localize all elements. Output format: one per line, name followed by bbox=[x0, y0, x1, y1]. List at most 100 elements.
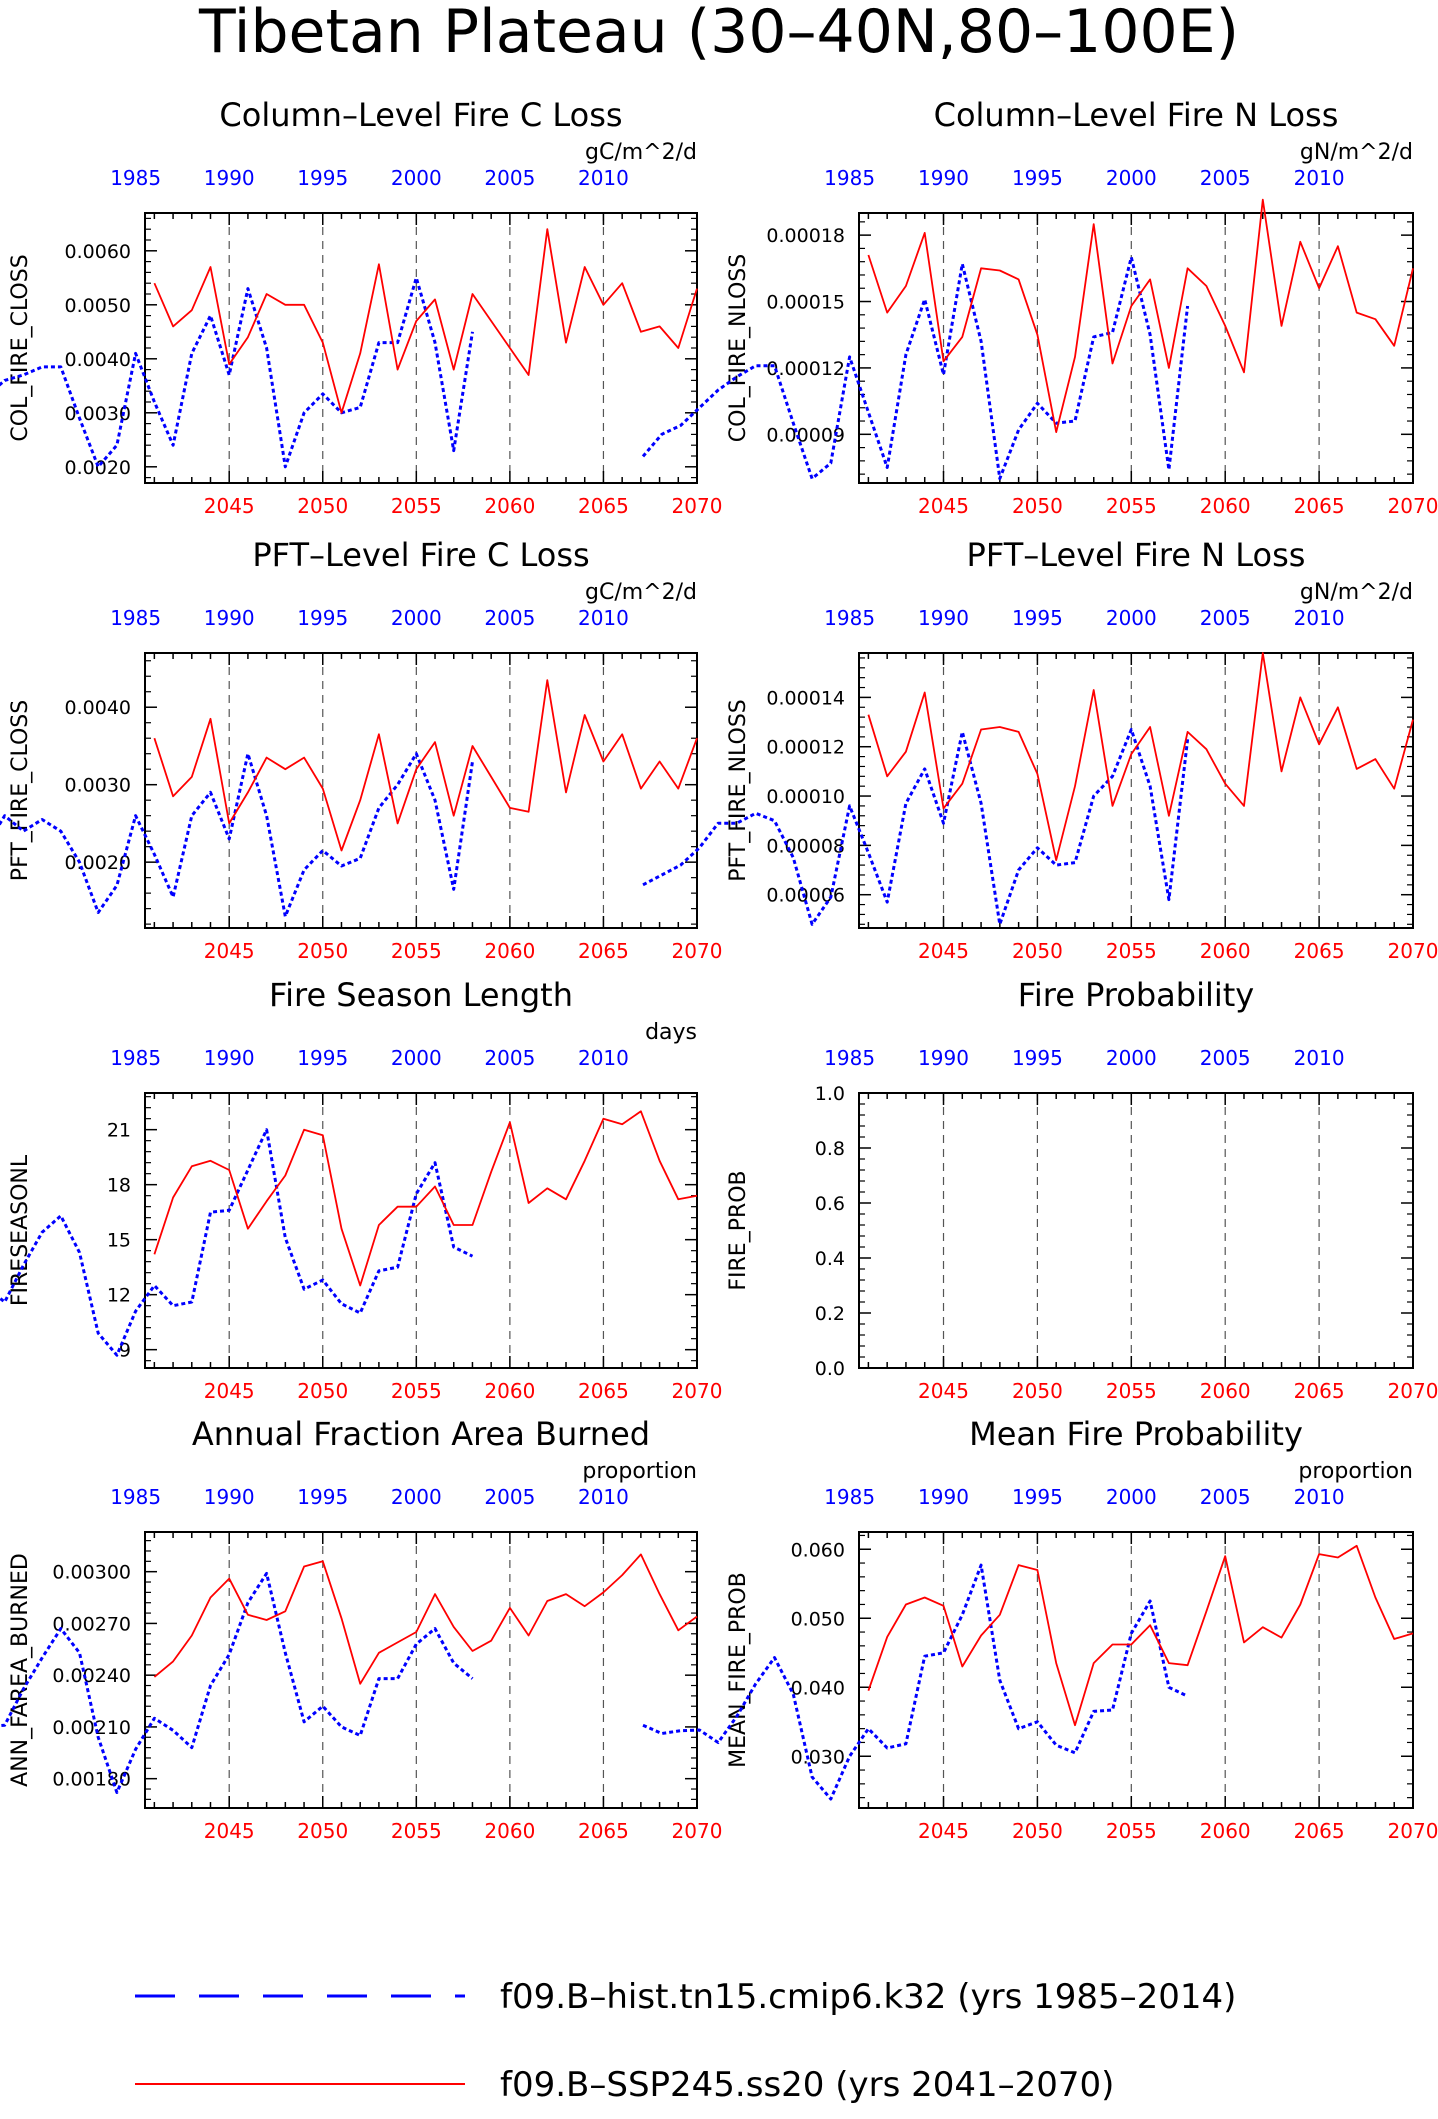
x-tick-label: 2055 bbox=[1106, 494, 1157, 518]
x-top-tick-label: 1990 bbox=[918, 1046, 969, 1070]
x-top-tick-label: 1995 bbox=[297, 1485, 348, 1509]
series-line-ssp bbox=[153, 1110, 698, 1287]
y-tick-label: 0.6 bbox=[815, 1193, 845, 1215]
chart-title: Mean Fire Probability bbox=[969, 1415, 1303, 1453]
y-tick-label: 0.0030 bbox=[65, 775, 131, 797]
x-top-tick-label: 1985 bbox=[110, 1485, 161, 1509]
series-line-hist bbox=[0, 752, 474, 918]
x-top-tick-label: 1990 bbox=[204, 1046, 255, 1070]
x-top-tick-label: 2010 bbox=[1294, 166, 1345, 190]
x-tick-label: 2065 bbox=[578, 939, 629, 963]
x-top-tick-label: 2000 bbox=[1106, 1046, 1157, 1070]
series-line-hist bbox=[641, 255, 1190, 481]
y-tick-label: 21 bbox=[107, 1120, 131, 1142]
y-tick-label: 0.0040 bbox=[65, 349, 131, 371]
x-top-tick-label: 1995 bbox=[1012, 1485, 1063, 1509]
y-tick-label: 15 bbox=[107, 1230, 131, 1252]
x-top-tick-label: 2005 bbox=[1200, 1485, 1251, 1509]
x-tick-label: 2050 bbox=[297, 494, 348, 518]
x-tick-label: 2070 bbox=[672, 1379, 723, 1403]
legend-label-hist: f09.B–hist.tn15.cmip6.k32 (yrs 1985–2014… bbox=[500, 1977, 1236, 2017]
x-top-tick-label: 1985 bbox=[824, 1046, 875, 1070]
x-top-tick-label: 2000 bbox=[391, 1046, 442, 1070]
x-tick-label: 2065 bbox=[1294, 494, 1345, 518]
y-tick-label: 0.00270 bbox=[52, 1613, 131, 1635]
plot-frame bbox=[144, 652, 698, 929]
chart-panel-5: 2045 2050 2055 2060 2065 2070 1985 1990 1995 2000… bbox=[0, 976, 722, 1403]
series-line-ssp bbox=[153, 1553, 698, 1685]
x-tick-label: 2060 bbox=[484, 1379, 535, 1403]
y-tick-label: 0.00300 bbox=[52, 1562, 131, 1584]
x-tick-label: 2065 bbox=[1294, 939, 1345, 963]
x-top-tick-label: 1990 bbox=[204, 606, 255, 630]
x-top-tick-label: 2010 bbox=[578, 606, 629, 630]
chart-panel-1: 2045 2050 2055 2060 2065 2070 1985 1990 1995 2000… bbox=[0, 96, 722, 518]
units-label: proportion bbox=[1298, 1459, 1413, 1484]
series-line-hist bbox=[0, 276, 474, 469]
x-top-tick-label: 1995 bbox=[297, 606, 348, 630]
x-tick-label: 2065 bbox=[578, 1379, 629, 1403]
x-top-tick-label: 2010 bbox=[1294, 606, 1345, 630]
x-tick-label: 2050 bbox=[297, 939, 348, 963]
chart-panel-6: 2045 2050 2055 2060 2065 2070 1985 1990 1995 2000… bbox=[726, 976, 1438, 1403]
x-tick-label: 2050 bbox=[1012, 1819, 1063, 1843]
y-tick-label: 0.00015 bbox=[766, 292, 845, 314]
y-tick-label: 1.0 bbox=[815, 1083, 845, 1105]
x-tick-label: 2050 bbox=[1012, 939, 1063, 963]
x-tick-label: 2045 bbox=[918, 494, 969, 518]
x-top-tick-label: 2005 bbox=[484, 606, 535, 630]
chart-title: Fire Probability bbox=[1018, 976, 1254, 1014]
plot-frame bbox=[858, 1092, 1414, 1369]
x-top-tick-label: 2005 bbox=[1200, 1046, 1251, 1070]
x-tick-label: 2050 bbox=[297, 1379, 348, 1403]
x-top-tick-label: 1990 bbox=[918, 166, 969, 190]
x-top-tick-label: 2005 bbox=[484, 166, 535, 190]
x-top-tick-label: 2005 bbox=[1200, 606, 1251, 630]
x-tick-label: 2070 bbox=[1388, 1379, 1438, 1403]
x-top-tick-label: 1995 bbox=[1012, 1046, 1063, 1070]
chart-title: Annual Fraction Area Burned bbox=[192, 1415, 650, 1453]
x-top-tick-label: 1985 bbox=[824, 1485, 875, 1509]
x-top-tick-label: 1985 bbox=[824, 166, 875, 190]
series-line-ssp bbox=[867, 1544, 1414, 1727]
x-tick-label: 2055 bbox=[391, 494, 442, 518]
x-top-tick-label: 1990 bbox=[204, 1485, 255, 1509]
x-tick-label: 2065 bbox=[578, 494, 629, 518]
y-axis-label: MEAN_FIRE_PROB bbox=[726, 1572, 751, 1768]
x-tick-label: 2055 bbox=[1106, 1819, 1157, 1843]
units-label: days bbox=[645, 1020, 697, 1045]
x-top-tick-label: 1990 bbox=[918, 1485, 969, 1509]
x-top-tick-label: 1995 bbox=[1012, 606, 1063, 630]
x-tick-label: 2060 bbox=[1200, 494, 1251, 518]
y-axis-label: COL_FIRE_NLOSS bbox=[726, 254, 751, 442]
x-top-tick-label: 2010 bbox=[1294, 1046, 1345, 1070]
x-tick-label: 2050 bbox=[1012, 1379, 1063, 1403]
chart-title: Column–Level Fire C Loss bbox=[219, 96, 622, 134]
x-tick-label: 2045 bbox=[918, 939, 969, 963]
x-tick-label: 2045 bbox=[204, 494, 255, 518]
units-label: gC/m^2/d bbox=[585, 580, 697, 605]
y-tick-label: 0.040 bbox=[791, 1677, 845, 1699]
x-tick-label: 2045 bbox=[918, 1819, 969, 1843]
x-tick-label: 2045 bbox=[918, 1379, 969, 1403]
y-tick-label: 0.060 bbox=[791, 1539, 845, 1561]
plot-frame bbox=[858, 212, 1414, 484]
x-tick-label: 2045 bbox=[204, 1819, 255, 1843]
x-tick-label: 2060 bbox=[1200, 1379, 1251, 1403]
y-tick-label: 0.0050 bbox=[65, 295, 131, 317]
legend: f09.B–hist.tn15.cmip6.k32 (yrs 1985–2014… bbox=[135, 1977, 1236, 2105]
units-label: gN/m^2/d bbox=[1300, 580, 1413, 605]
x-tick-label: 2060 bbox=[1200, 1819, 1251, 1843]
x-top-tick-label: 2010 bbox=[578, 166, 629, 190]
plot-frame bbox=[144, 1092, 698, 1369]
x-tick-label: 2070 bbox=[1388, 1819, 1438, 1843]
x-top-tick-label: 2000 bbox=[391, 606, 442, 630]
x-top-tick-label: 1985 bbox=[110, 166, 161, 190]
y-tick-label: 0.00210 bbox=[52, 1717, 131, 1739]
plot-frame bbox=[858, 1531, 1414, 1809]
chart-title: Column–Level Fire N Loss bbox=[934, 96, 1339, 134]
x-tick-label: 2060 bbox=[1200, 939, 1251, 963]
x-tick-label: 2070 bbox=[672, 1819, 723, 1843]
y-tick-label: 12 bbox=[107, 1285, 131, 1307]
x-top-tick-label: 2005 bbox=[1200, 166, 1251, 190]
